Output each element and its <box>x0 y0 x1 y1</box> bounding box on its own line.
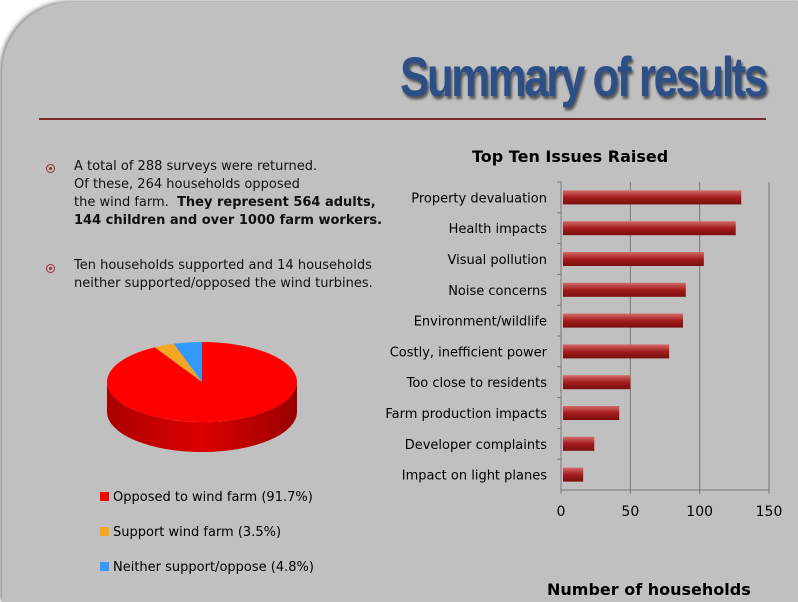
y-category-label: Farm production impacts <box>385 407 547 422</box>
bullet-text: A total of 288 surveys were returned. <box>74 159 318 174</box>
legend-label: Opposed to wind farm (91.7%) <box>113 490 313 505</box>
y-category-label: Too close to residents <box>406 376 548 391</box>
pie-slice <box>154 343 202 382</box>
bar <box>563 252 704 266</box>
y-category-label: Impact on light planes <box>402 469 547 484</box>
x-tick-label: 50 <box>621 504 639 520</box>
legend-swatch <box>100 527 109 536</box>
y-category-label: Environment/wildlife <box>414 315 547 330</box>
x-tick-label: 0 <box>557 504 566 520</box>
legend-label: Neither support/oppose (4.8%) <box>113 560 314 575</box>
legend-item: Support wind farm (3.5%) <box>100 525 281 540</box>
title-divider <box>39 118 766 120</box>
bar <box>563 282 686 297</box>
y-category-label: Property devaluation <box>411 191 547 206</box>
x-tick-label: 150 <box>756 504 783 520</box>
bullet-2: Ten households supported and 14 househol… <box>74 257 373 293</box>
bullet-text: Of these, 264 households opposed <box>74 177 300 192</box>
legend-swatch <box>100 492 109 501</box>
bar <box>563 375 631 390</box>
y-category-label: Visual pollution <box>447 253 547 268</box>
y-category-label: Costly, inefficient power <box>390 345 548 360</box>
pie-slice <box>107 342 297 422</box>
y-category-label: Noise concerns <box>448 284 547 299</box>
legend-item: Opposed to wind farm (91.7%) <box>100 490 313 505</box>
x-axis-label: Number of households <box>547 580 751 599</box>
bar <box>563 467 584 482</box>
x-tick-label: 100 <box>686 504 713 520</box>
bullet-bold: They represent 564 adults, <box>177 195 376 210</box>
pie-side <box>107 382 297 452</box>
bullet-text: the wind farm. <box>74 195 169 210</box>
y-category-label: Health impacts <box>449 222 548 237</box>
y-category-label: Developer complaints <box>405 438 548 453</box>
bullet-text: neither supported/opposed the wind turbi… <box>74 276 373 291</box>
bullet-icon <box>46 164 55 173</box>
bar <box>563 436 595 451</box>
bullet-icon <box>46 264 55 273</box>
bar <box>563 221 736 236</box>
pie-slice <box>173 342 202 382</box>
bullet-bold: 144 children and over 1000 farm workers. <box>74 213 383 228</box>
slide-title: Summary of results <box>400 45 768 108</box>
bullet-1: A total of 288 surveys were returned. Of… <box>74 158 382 230</box>
bar <box>563 313 684 328</box>
legend-swatch <box>100 562 109 571</box>
pie-chart <box>107 342 297 452</box>
legend-label: Support wind farm (3.5%) <box>113 525 282 540</box>
bar-chart-title: Top Ten Issues Raised <box>472 147 669 166</box>
bar <box>563 406 620 420</box>
bar <box>563 344 670 359</box>
bullet-text: Ten households supported and 14 househol… <box>74 258 372 273</box>
bar <box>563 190 742 205</box>
legend-item: Neither support/oppose (4.8%) <box>100 560 314 575</box>
